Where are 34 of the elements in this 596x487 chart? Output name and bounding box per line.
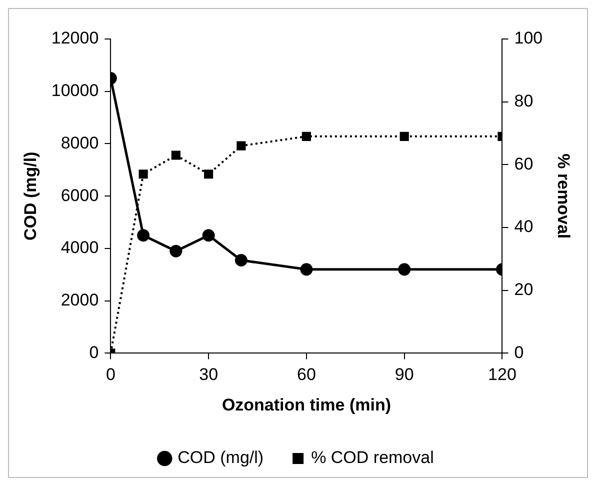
- point: [204, 170, 214, 179]
- point: [171, 150, 180, 160]
- point: [300, 263, 313, 276]
- y2-tick-label: 20: [514, 280, 534, 300]
- x-tick-label: 0: [106, 365, 116, 384]
- x-tick-label: 120: [488, 365, 516, 384]
- x-tick-label: 60: [296, 365, 316, 384]
- point: [170, 244, 182, 258]
- y-tick-label: 0: [89, 342, 99, 362]
- y-tick-label: 8000: [60, 133, 99, 152]
- legend-label: COD (mg/l): [178, 448, 264, 468]
- y2-tick-label: 60: [514, 154, 534, 174]
- y-tick-label: 10000: [51, 81, 99, 100]
- y-tick-label: 4000: [60, 238, 99, 258]
- legend-label: % COD removal: [311, 448, 434, 468]
- y-tick-label: 6000: [60, 186, 99, 205]
- y2-tick-label: 100: [514, 28, 543, 48]
- point: [302, 132, 311, 141]
- y-tick-label: 12000: [51, 28, 99, 48]
- y2-tick-label: 40: [514, 217, 534, 236]
- point: [236, 141, 246, 150]
- point: [202, 229, 215, 242]
- y-tick-label: 2000: [60, 290, 99, 310]
- point: [234, 254, 248, 266]
- point: [138, 170, 148, 179]
- y-axis-title: COD (mg/l): [20, 152, 40, 240]
- y2-axis-title: % removal: [554, 154, 574, 239]
- point: [400, 132, 409, 141]
- x-tick-label: 30: [199, 365, 218, 384]
- y2-tick-label: 80: [514, 92, 534, 111]
- x-tick-label: 90: [394, 365, 414, 384]
- x-axis-title: Ozonation time (min): [222, 395, 391, 414]
- point: [137, 229, 150, 242]
- y2-tick-label: 0: [514, 342, 524, 362]
